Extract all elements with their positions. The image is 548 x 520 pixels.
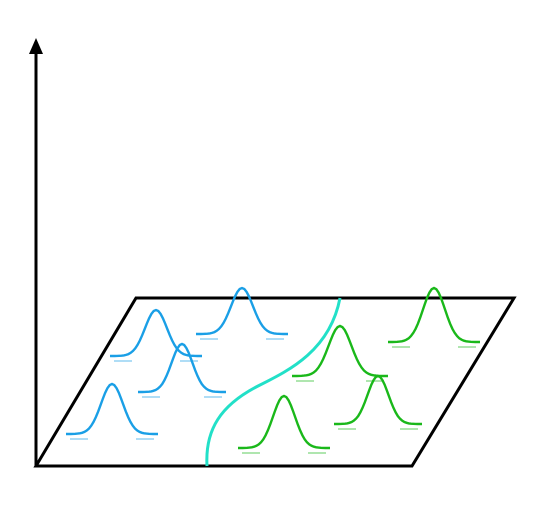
decision-boundary-curve [205,297,342,467]
class-a-gaussian-2 [110,308,202,358]
class-b-gaussian-4 [238,394,330,450]
vertical-axis-arrowhead [29,38,43,54]
ground-plane [33,296,517,468]
class-a-gaussians [66,286,288,440]
class-b-gaussian-2 [292,324,388,378]
class-b-gaussians [238,286,480,454]
class-a-gaussian-3 [138,342,226,394]
class-b-gaussian-1 [388,286,480,344]
class-b-gaussian-3 [334,374,422,426]
class-a-gaussian-1 [66,382,158,436]
class-a-gaussian-4 [196,286,288,336]
